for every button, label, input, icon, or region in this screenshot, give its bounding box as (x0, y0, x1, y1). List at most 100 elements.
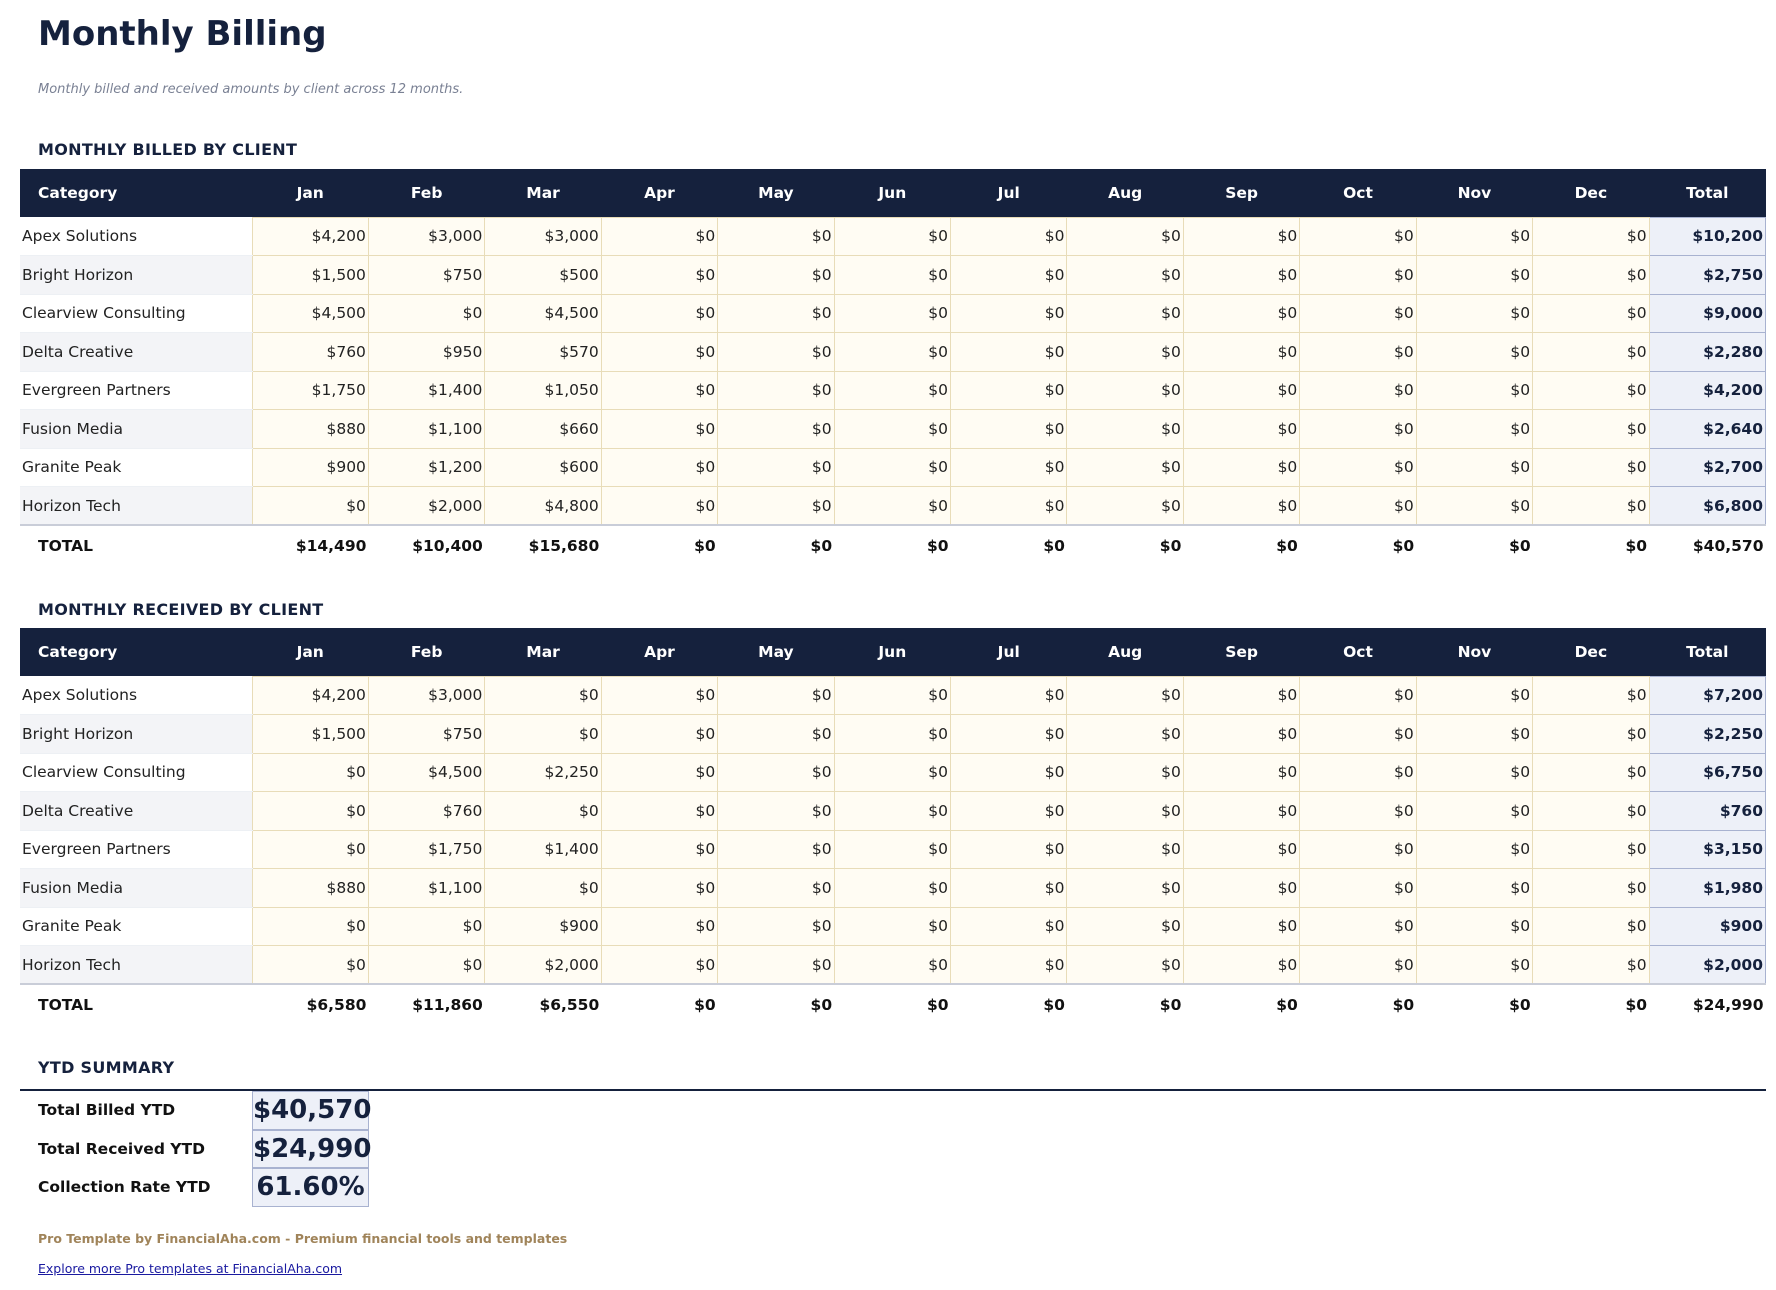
amount-cell[interactable]: $0 (833, 486, 952, 526)
amount-cell[interactable]: $0 (1415, 906, 1534, 946)
amount-cell[interactable]: $0 (1299, 409, 1417, 449)
amount-cell[interactable]: $0 (1066, 906, 1184, 946)
amount-cell[interactable]: $0 (1299, 829, 1417, 869)
amount-cell[interactable]: $0 (1182, 752, 1301, 792)
amount-cell[interactable]: $0 (1299, 675, 1417, 715)
amount-cell[interactable]: $900 (484, 906, 602, 946)
amount-cell[interactable]: $0 (1532, 714, 1650, 754)
amount-cell[interactable]: $0 (950, 447, 1068, 487)
amount-cell[interactable]: $0 (1299, 370, 1417, 410)
amount-cell[interactable]: $0 (1182, 486, 1301, 526)
amount-cell[interactable]: $0 (950, 216, 1068, 256)
amount-cell[interactable]: $0 (1415, 829, 1534, 869)
amount-cell[interactable]: $0 (367, 293, 486, 333)
amount-cell[interactable]: $0 (1415, 791, 1534, 831)
amount-cell[interactable]: $0 (1532, 829, 1650, 869)
amount-cell[interactable]: $0 (717, 447, 835, 487)
amount-cell[interactable]: $0 (1182, 255, 1301, 295)
amount-cell[interactable]: $750 (367, 255, 486, 295)
amount-cell[interactable]: $0 (717, 868, 835, 908)
amount-cell[interactable]: $1,100 (367, 409, 486, 449)
amount-cell[interactable]: $0 (950, 409, 1068, 449)
footer-link[interactable]: Explore more Pro templates at FinancialA… (38, 1261, 343, 1276)
amount-cell[interactable]: $4,800 (484, 486, 602, 526)
amount-cell[interactable]: $0 (600, 906, 719, 946)
amount-cell[interactable]: $660 (484, 409, 602, 449)
amount-cell[interactable]: $0 (600, 293, 719, 333)
amount-cell[interactable]: $0 (1415, 216, 1534, 256)
amount-cell[interactable]: $0 (717, 906, 835, 946)
amount-cell[interactable]: $0 (950, 714, 1068, 754)
amount-cell[interactable]: $0 (251, 906, 369, 946)
amount-cell[interactable]: $0 (833, 945, 952, 985)
amount-cell[interactable]: $0 (600, 829, 719, 869)
amount-cell[interactable]: $760 (251, 332, 369, 372)
amount-cell[interactable]: $0 (600, 675, 719, 715)
amount-cell[interactable]: $0 (1066, 868, 1184, 908)
amount-cell[interactable]: $0 (1066, 370, 1184, 410)
amount-cell[interactable]: $880 (251, 868, 369, 908)
amount-cell[interactable]: $0 (833, 255, 952, 295)
amount-cell[interactable]: $0 (600, 868, 719, 908)
amount-cell[interactable]: $0 (1415, 255, 1534, 295)
amount-cell[interactable]: $0 (1415, 945, 1534, 985)
amount-cell[interactable]: $0 (1066, 409, 1184, 449)
amount-cell[interactable]: $950 (367, 332, 486, 372)
amount-cell[interactable]: $0 (251, 752, 369, 792)
amount-cell[interactable]: $0 (1182, 945, 1301, 985)
amount-cell[interactable]: $0 (1066, 447, 1184, 487)
amount-cell[interactable]: $0 (484, 791, 602, 831)
amount-cell[interactable]: $0 (600, 409, 719, 449)
amount-cell[interactable]: $0 (484, 868, 602, 908)
amount-cell[interactable]: $0 (717, 370, 835, 410)
amount-cell[interactable]: $0 (1415, 675, 1534, 715)
amount-cell[interactable]: $0 (950, 906, 1068, 946)
amount-cell[interactable]: $0 (1532, 791, 1650, 831)
amount-cell[interactable]: $0 (950, 945, 1068, 985)
amount-cell[interactable]: $0 (1415, 486, 1534, 526)
amount-cell[interactable]: $0 (1532, 255, 1650, 295)
amount-cell[interactable]: $0 (1299, 868, 1417, 908)
amount-cell[interactable]: $880 (251, 409, 369, 449)
amount-cell[interactable]: $0 (833, 332, 952, 372)
amount-cell[interactable]: $0 (1532, 370, 1650, 410)
amount-cell[interactable]: $0 (717, 829, 835, 869)
amount-cell[interactable]: $0 (1532, 447, 1650, 487)
amount-cell[interactable]: $0 (1182, 447, 1301, 487)
amount-cell[interactable]: $0 (717, 216, 835, 256)
amount-cell[interactable]: $0 (600, 752, 719, 792)
amount-cell[interactable]: $0 (251, 945, 369, 985)
amount-cell[interactable]: $0 (833, 675, 952, 715)
amount-cell[interactable]: $0 (950, 293, 1068, 333)
amount-cell[interactable]: $750 (367, 714, 486, 754)
amount-cell[interactable]: $0 (1532, 752, 1650, 792)
amount-cell[interactable]: $1,750 (367, 829, 486, 869)
amount-cell[interactable]: $0 (833, 829, 952, 869)
amount-cell[interactable]: $0 (1415, 752, 1534, 792)
amount-cell[interactable]: $0 (1066, 675, 1184, 715)
amount-cell[interactable]: $0 (600, 332, 719, 372)
amount-cell[interactable]: $0 (1066, 293, 1184, 333)
amount-cell[interactable]: $1,050 (484, 370, 602, 410)
amount-cell[interactable]: $0 (1066, 216, 1184, 256)
amount-cell[interactable]: $0 (1182, 675, 1301, 715)
amount-cell[interactable]: $0 (1182, 829, 1301, 869)
amount-cell[interactable]: $0 (1299, 945, 1417, 985)
amount-cell[interactable]: $0 (1299, 752, 1417, 792)
amount-cell[interactable]: $4,200 (251, 216, 369, 256)
amount-cell[interactable]: $0 (717, 945, 835, 985)
amount-cell[interactable]: $0 (950, 255, 1068, 295)
amount-cell[interactable]: $0 (717, 409, 835, 449)
amount-cell[interactable]: $1,400 (367, 370, 486, 410)
amount-cell[interactable]: $0 (717, 675, 835, 715)
amount-cell[interactable]: $4,500 (367, 752, 486, 792)
amount-cell[interactable]: $1,100 (367, 868, 486, 908)
amount-cell[interactable]: $0 (950, 675, 1068, 715)
amount-cell[interactable]: $0 (1066, 486, 1184, 526)
amount-cell[interactable]: $0 (833, 216, 952, 256)
amount-cell[interactable]: $0 (600, 216, 719, 256)
amount-cell[interactable]: $0 (251, 791, 369, 831)
amount-cell[interactable]: $760 (367, 791, 486, 831)
amount-cell[interactable]: $0 (600, 486, 719, 526)
amount-cell[interactable]: $0 (717, 332, 835, 372)
